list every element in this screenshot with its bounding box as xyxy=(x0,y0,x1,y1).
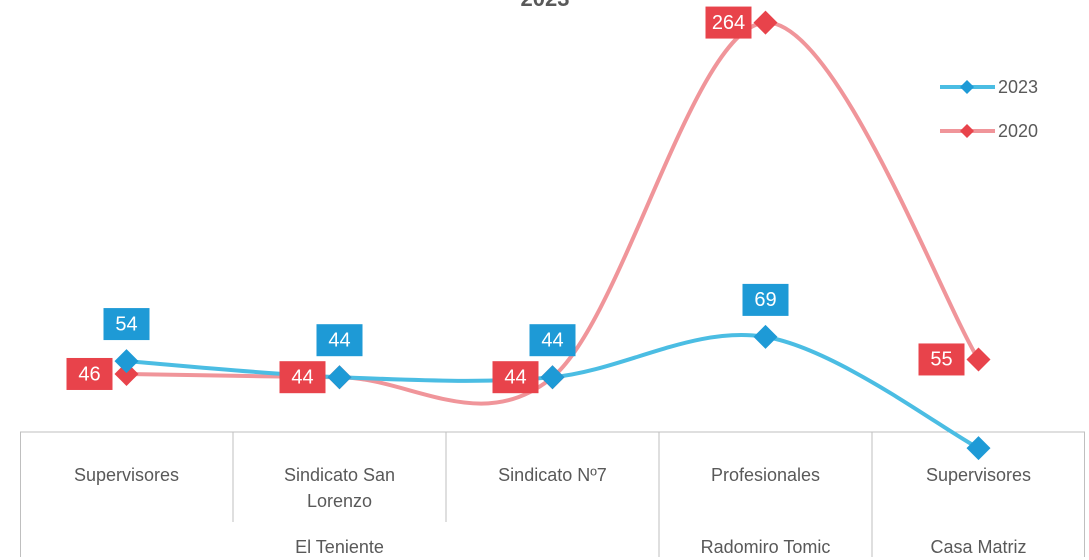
data-label-text: 46 xyxy=(78,363,100,385)
marker xyxy=(753,324,778,349)
x-group-label: Casa Matriz xyxy=(930,537,1027,557)
data-label: 44 xyxy=(529,324,576,357)
marker xyxy=(753,10,778,35)
data-label-box xyxy=(918,343,965,376)
data-label: 44 xyxy=(316,324,363,357)
marker xyxy=(114,349,139,374)
data-label-box xyxy=(705,6,752,39)
chart-title: 2023 xyxy=(521,0,570,11)
data-label: 54 xyxy=(103,308,150,341)
x-tick-label: Supervisores xyxy=(925,465,1032,485)
data-label-text: 44 xyxy=(504,366,526,388)
data-label-text: 54 xyxy=(115,313,137,335)
marker xyxy=(327,365,352,390)
marker xyxy=(966,436,991,461)
legend-label: 2020 xyxy=(998,121,1038,141)
legend-marker xyxy=(960,124,974,138)
data-label-text: 44 xyxy=(328,329,350,351)
x-tick-label: Sindicato Nº7 xyxy=(498,465,607,485)
marker xyxy=(540,365,565,390)
data-label-box xyxy=(529,324,576,357)
data-label-text: 55 xyxy=(930,349,952,371)
data-label: 69 xyxy=(742,283,789,316)
marker xyxy=(966,347,991,372)
data-label-text: 44 xyxy=(291,366,313,388)
legend-marker xyxy=(960,80,974,94)
data-label: 264 xyxy=(705,6,752,39)
x-tick-label: Sindicato San Lorenzo xyxy=(283,465,396,511)
x-group-label: Radomiro Tomic xyxy=(700,537,831,557)
marker xyxy=(114,361,139,386)
x-tick-label: Supervisores xyxy=(73,465,180,485)
data-label-box xyxy=(742,283,789,316)
data-label-box xyxy=(316,324,363,357)
data-label-text: 69 xyxy=(754,289,776,311)
data-label-text: 44 xyxy=(541,329,563,351)
data-label-box xyxy=(103,308,150,341)
data-label: 55 xyxy=(918,343,965,376)
data-label: 44 xyxy=(279,361,326,394)
data-label: 44 xyxy=(492,361,539,394)
data-label-box xyxy=(66,357,113,390)
data-label-box xyxy=(279,361,326,394)
data-label: 46 xyxy=(66,357,113,390)
data-label-box xyxy=(492,361,539,394)
x-tick-label: Profesionales xyxy=(710,465,821,485)
legend-label: 2023 xyxy=(998,77,1038,97)
data-label-text: 264 xyxy=(712,12,745,34)
x-group-label: El Teniente xyxy=(295,537,384,557)
